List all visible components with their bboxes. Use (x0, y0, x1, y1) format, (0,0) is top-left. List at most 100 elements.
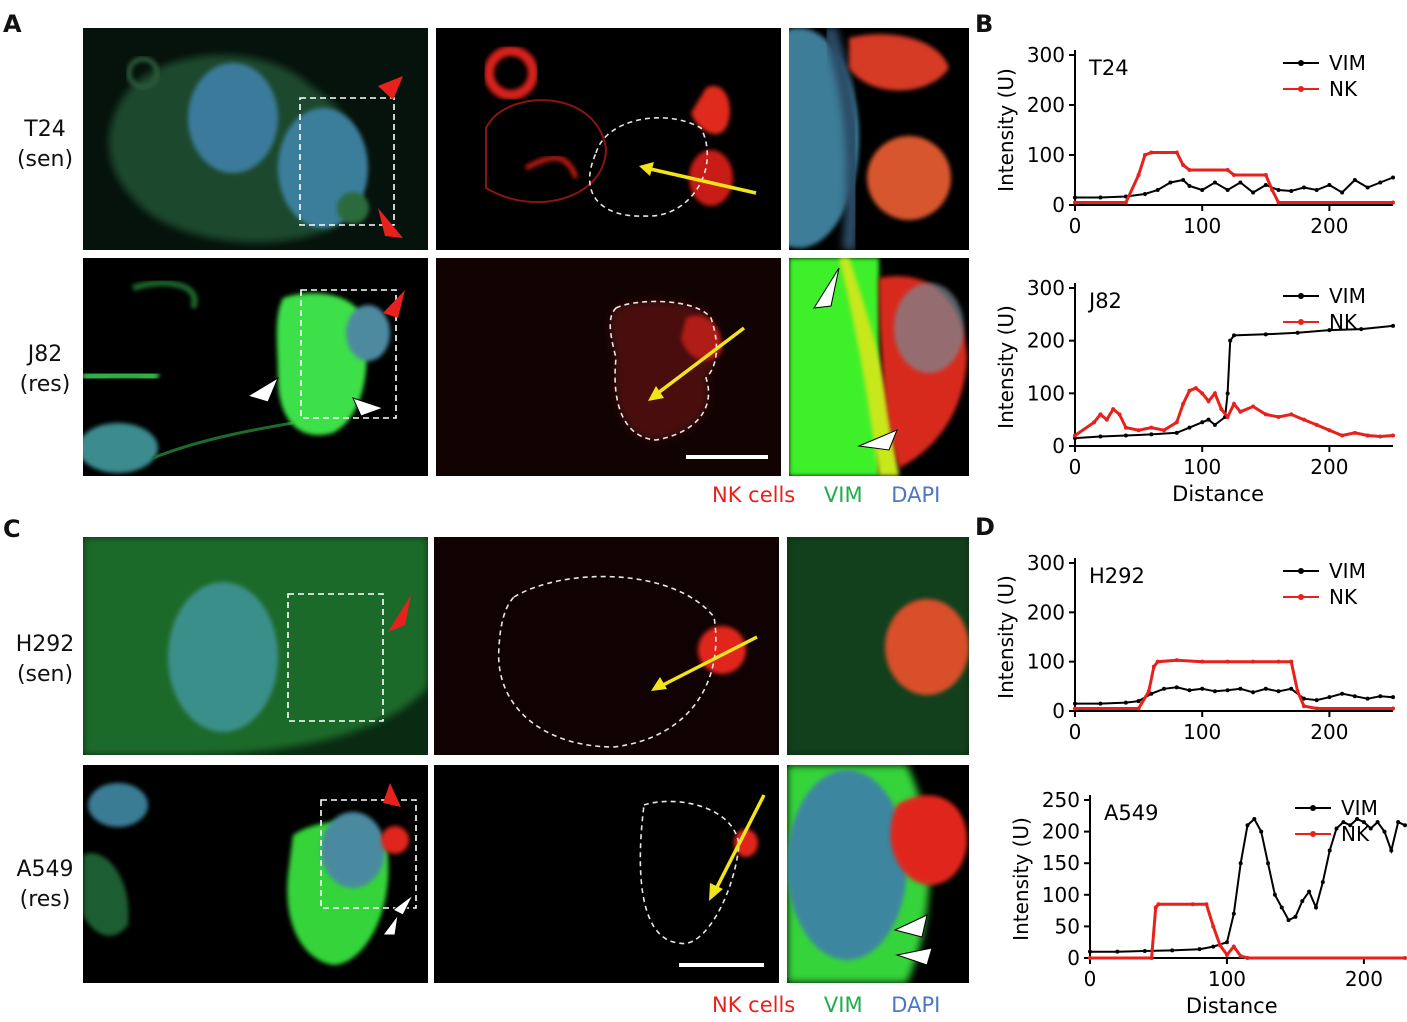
data-point-vim (1403, 823, 1407, 828)
data-point-vim (1272, 892, 1277, 897)
data-point-nk (1149, 956, 1154, 960)
data-point-nk (1238, 954, 1243, 959)
data-point-vim (1391, 323, 1395, 328)
x-tick-label: 100 (1183, 214, 1221, 238)
x-tick-label: 200 (1310, 214, 1348, 238)
data-point-nk (1153, 905, 1158, 910)
data-point-nk (1073, 433, 1077, 438)
data-point-vim (1238, 686, 1243, 691)
data-point-vim (1259, 829, 1264, 834)
data-point-vim (1327, 183, 1332, 187)
legend-vim: VIM (823, 483, 863, 507)
data-point-nk (1151, 664, 1156, 669)
data-point-nk (1289, 659, 1294, 664)
data-point-nk (1263, 412, 1268, 417)
data-point-vim (1252, 816, 1257, 821)
data-point-vim (1355, 816, 1360, 821)
data-point-vim (1211, 944, 1216, 949)
data-point-vim (1212, 422, 1217, 427)
data-point-vim (1313, 905, 1318, 910)
data-point-vim (1225, 688, 1230, 693)
legend-top: NK cells VIM DAPI (712, 483, 940, 507)
y-tick-label: 100 (1027, 650, 1065, 674)
row-label-line1: H292 (15, 632, 75, 657)
y-tick-label: 300 (1027, 276, 1065, 300)
data-point-nk (1111, 407, 1116, 412)
data-point-vim (1149, 691, 1154, 696)
data-point-nk (1174, 420, 1179, 425)
legend-label-vim: VIM (1341, 796, 1378, 820)
data-point-vim (1168, 180, 1173, 185)
legend-vim: VIM (823, 993, 863, 1017)
data-point-vim (1098, 434, 1103, 439)
legend-nk: NK cells (712, 483, 796, 507)
data-point-nk (1104, 417, 1109, 422)
y-axis-label: Intensity (U) (994, 305, 1018, 429)
data-point-nk (1225, 415, 1230, 420)
data-point-nk (1187, 168, 1192, 172)
legend-bottom: NK cells VIM DAPI (712, 993, 940, 1017)
data-point-vim (1200, 188, 1205, 192)
data-point-vim (1391, 175, 1395, 180)
data-point-nk (1314, 706, 1319, 711)
data-point-vim (1228, 338, 1233, 343)
data-point-nk (1117, 412, 1122, 417)
data-point-vim (1334, 826, 1339, 831)
data-point-nk (1136, 173, 1141, 177)
x-tick-label: 0 (1069, 455, 1082, 479)
data-point-nk (1340, 433, 1345, 438)
row-label-j82: J82 (res) (10, 340, 80, 400)
data-point-vim (1293, 914, 1298, 919)
x-tick-label: 0 (1069, 214, 1082, 238)
data-point-vim (1378, 694, 1383, 699)
panel-letter-a: A (3, 10, 22, 38)
data-point-vim (1174, 430, 1179, 435)
y-axis-label: Intensity (U) (994, 68, 1018, 192)
data-point-vim (1142, 949, 1147, 954)
x-tick-label: 200 (1310, 455, 1348, 479)
data-point-nk (1200, 659, 1205, 664)
y-tick-label: 0 (1052, 699, 1065, 723)
legend-label-nk: NK (1341, 822, 1370, 846)
data-point-nk (1270, 188, 1275, 192)
micrograph-j82-zoom (789, 258, 969, 476)
data-point-nk (1092, 420, 1097, 425)
data-point-nk (1225, 168, 1230, 172)
legend-marker-vim (1298, 293, 1304, 299)
legend-label-vim: VIM (1329, 284, 1366, 308)
data-point-vim (1307, 889, 1312, 894)
data-point-vim (1327, 848, 1332, 853)
micrograph-a549-merge (83, 765, 428, 983)
legend-dapi: DAPI (891, 483, 941, 507)
x-tick-label: 0 (1069, 720, 1082, 744)
data-point-vim (1389, 848, 1394, 853)
data-point-vim (1348, 823, 1353, 828)
data-point-vim (1361, 820, 1366, 825)
legend-label-vim: VIM (1329, 559, 1366, 583)
chart-svg: 0 100 200 300 0 100 200 Intensity (U) Distance J8… (994, 276, 1395, 506)
data-point-nk (1232, 173, 1236, 177)
micrograph-h292-merge (83, 537, 428, 755)
data-point-vim (1123, 433, 1128, 438)
data-point-vim (1238, 861, 1243, 866)
data-point-vim (1301, 185, 1306, 190)
micrograph-j82-merge (83, 258, 428, 476)
chart-title: J82 (1087, 289, 1122, 313)
data-point-vim (1352, 178, 1357, 182)
data-point-vim (1276, 188, 1281, 192)
panel-letter-c: C (3, 515, 21, 543)
data-point-nk (1212, 391, 1217, 396)
data-point-nk (1136, 706, 1141, 711)
row-label-line2: (sen) (16, 662, 74, 687)
data-point-nk (1225, 659, 1230, 664)
data-point-nk (1190, 902, 1195, 907)
data-point-nk (1174, 150, 1179, 155)
data-point-vim (1197, 947, 1202, 952)
data-point-nk (1193, 386, 1198, 391)
red-arrowhead-icon (378, 208, 403, 238)
y-tick-label: 50 (1055, 914, 1080, 938)
data-point-vim (1212, 689, 1217, 694)
y-tick-label: 200 (1027, 329, 1065, 353)
x-tick-label: 100 (1183, 455, 1221, 479)
